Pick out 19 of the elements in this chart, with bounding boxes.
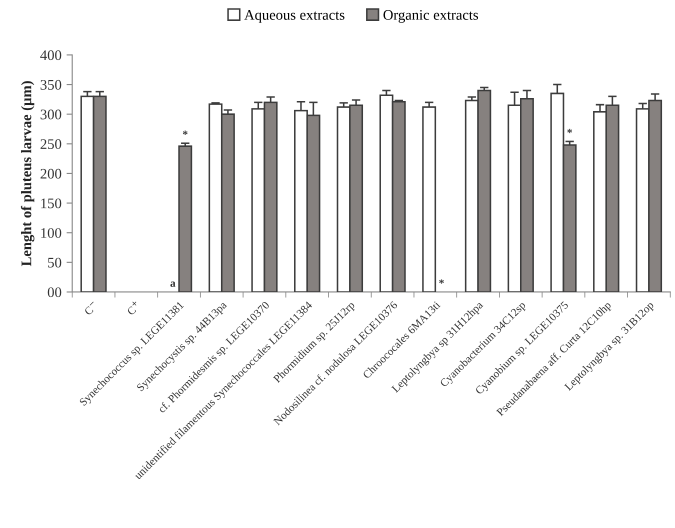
text: a	[170, 282, 176, 287]
y-tick-label: 200	[40, 168, 62, 179]
y-tick-label: 300	[40, 110, 62, 120]
data-label: *	[182, 130, 188, 135]
x-tick-label: C$^{−}$	[84, 301, 98, 316]
y-tick-label: 00	[48, 287, 62, 298]
y-tick-label: 50	[48, 258, 62, 268]
x-tick-label: C$^{+}$	[125, 300, 141, 316]
y-tick-label: 350	[40, 80, 62, 90]
legend-label: Organic extracts	[383, 10, 478, 23]
legend-label: Aqueous extracts	[244, 10, 344, 23]
bar	[422, 106, 436, 292]
y-tick-label: 400	[40, 50, 62, 60]
y-tick-label: 250	[40, 139, 62, 150]
y-axis-title: Lenght of pluteus larvae (µm)	[20, 81, 34, 266]
data-label: *	[567, 128, 572, 134]
y-tick-label: 150	[41, 198, 62, 208]
text: *	[439, 279, 444, 284]
y-tick-label: 100	[41, 228, 62, 238]
